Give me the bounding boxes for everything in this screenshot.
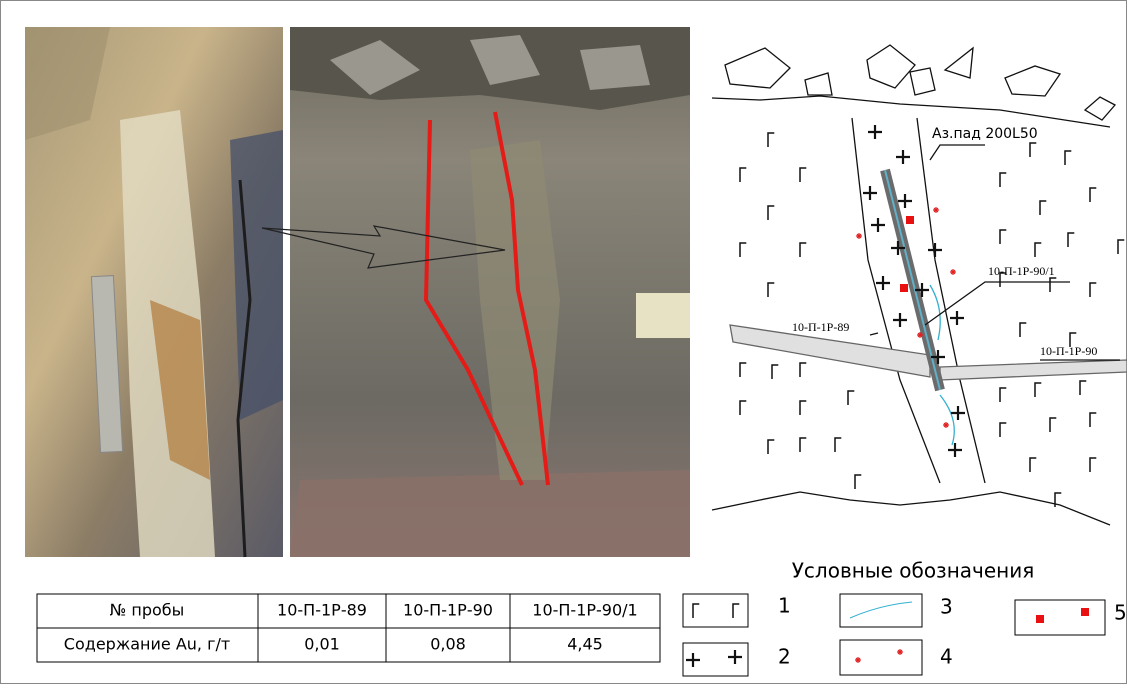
- figure: Аз.пад 200L50 10-П-1Р-90/1 10-П-1Р-89 10…: [0, 0, 1127, 684]
- legend-item: 2: [778, 645, 791, 669]
- gabbro-symbol: [1035, 383, 1041, 397]
- gabbro-symbol: [848, 391, 854, 405]
- granite-symbol: [876, 276, 890, 290]
- granite-symbol: [686, 653, 700, 667]
- gabbro-symbol: [1065, 151, 1071, 165]
- gabbro-symbol: [1000, 230, 1006, 244]
- gabbro-symbol: [768, 440, 774, 454]
- photo-middle: [290, 27, 690, 557]
- legend-title: Условные обозначения: [792, 559, 1035, 583]
- table-cell: Содержание Au, г/т: [64, 635, 230, 654]
- gabbro-symbol: [855, 475, 861, 489]
- gabbro-symbol: [1030, 458, 1036, 472]
- gabbro-symbol: [1118, 240, 1124, 254]
- dip-label: Аз.пад 200L50: [932, 126, 1038, 142]
- gabbro-symbol: [740, 363, 746, 377]
- granite-symbol: [898, 194, 912, 208]
- asterisk-symbol: [897, 649, 903, 655]
- gabbro-symbol: [800, 168, 806, 182]
- gabbro-symbol: [1000, 173, 1006, 187]
- gabbro-symbol: [800, 243, 806, 257]
- legend-item: 4: [940, 645, 953, 669]
- asterisk-symbol: [856, 233, 862, 239]
- gabbro-symbol: [772, 365, 778, 379]
- ore-symbol: [906, 216, 914, 224]
- table-header: 10-П-1Р-90/1: [532, 601, 637, 620]
- gabbro-symbol: [1040, 201, 1046, 215]
- legend-boxes: [683, 594, 1105, 676]
- gabbro-symbol: [1080, 381, 1086, 395]
- gabbro-symbol: [1090, 413, 1096, 427]
- gabbro-symbol: [693, 604, 699, 618]
- gabbro-symbol: [733, 604, 739, 618]
- granite-symbol: [948, 443, 962, 457]
- table-header: 10-П-1Р-89: [277, 601, 367, 620]
- sketch: [712, 45, 1127, 525]
- gabbro-symbol: [1090, 188, 1096, 202]
- granite-symbol: [893, 313, 907, 327]
- gabbro-symbol: [740, 401, 746, 415]
- gabbro-symbol: [800, 363, 806, 377]
- gabbro-symbol: [768, 283, 774, 297]
- gabbro-symbol: [768, 206, 774, 220]
- granite-symbol: [868, 125, 882, 139]
- granite-symbol: [863, 186, 877, 200]
- asterisk-symbol: [933, 207, 939, 213]
- granite-symbol: [896, 150, 910, 164]
- gabbro-symbol: [1000, 423, 1006, 437]
- ore-symbol: [900, 284, 908, 292]
- table-cell: 4,45: [567, 635, 603, 654]
- table-header: 10-П-1Р-90: [403, 601, 493, 620]
- gabbro-symbol: [1020, 323, 1026, 337]
- gabbro-symbol: [740, 168, 746, 182]
- gabbro-symbol: [800, 401, 806, 415]
- table-cell: 0,08: [430, 635, 466, 654]
- ore-symbol: [1036, 615, 1044, 623]
- gabbro-symbol: [740, 243, 746, 257]
- granite-symbol: [928, 243, 942, 257]
- legend-item: 3: [940, 595, 953, 619]
- gabbro-symbol: [1068, 233, 1074, 247]
- sketch-symbols: [686, 125, 1124, 667]
- sample-label: 10-П-1Р-90: [1040, 344, 1097, 358]
- gabbro-symbol: [1035, 243, 1041, 257]
- photo-left: [25, 27, 283, 557]
- table-header: № пробы: [110, 601, 185, 620]
- sample-label: 10-П-1Р-90/1: [988, 264, 1055, 278]
- legend-item: 5: [1114, 601, 1127, 625]
- granite-symbol: [728, 650, 742, 664]
- gabbro-symbol: [800, 438, 806, 452]
- granite-symbol: [950, 311, 964, 325]
- table-cell: 0,01: [304, 635, 340, 654]
- asterisk-symbol: [950, 269, 956, 275]
- gabbro-symbol: [835, 438, 841, 452]
- legend-item: 1: [778, 594, 791, 618]
- gabbro-symbol: [768, 133, 774, 147]
- gabbro-symbol: [1050, 418, 1056, 432]
- sample-label: 10-П-1Р-89: [792, 320, 849, 334]
- asterisk-symbol: [943, 422, 949, 428]
- gabbro-symbol: [1030, 143, 1036, 157]
- asterisk-symbol: [855, 657, 861, 663]
- granite-symbol: [871, 218, 885, 232]
- gabbro-symbol: [1090, 458, 1096, 472]
- gabbro-symbol: [1000, 388, 1006, 402]
- gabbro-symbol: [1050, 278, 1056, 292]
- ore-symbol: [1081, 608, 1089, 616]
- gabbro-symbol: [1090, 283, 1096, 297]
